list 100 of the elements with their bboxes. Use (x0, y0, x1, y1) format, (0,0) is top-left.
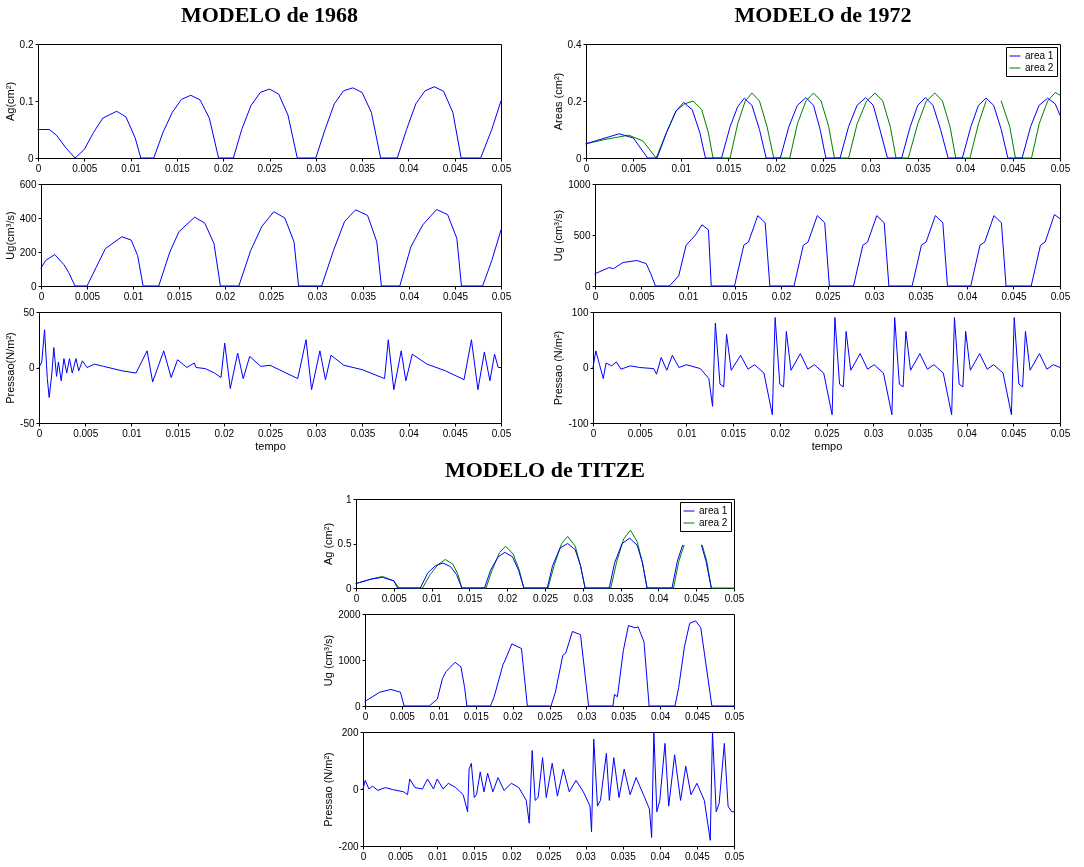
y-axis-title: Pressao(N/m²) (4, 332, 17, 404)
y-tick-label: 1000 (568, 178, 591, 190)
x-tick-label: 0.035 (611, 710, 637, 722)
x-tick-label: 0.045 (442, 162, 469, 174)
x-tick-label: 0.04 (650, 710, 671, 722)
x-tick-label: 0.04 (650, 850, 671, 862)
y-tick-label: 200 (19, 246, 37, 258)
x-tick-label: 0.035 (907, 427, 934, 439)
x-tick-label: 0.005 (72, 162, 98, 174)
x-tick-label: 0.035 (908, 290, 934, 302)
x-tick-label: 0.005 (389, 710, 416, 722)
x-tick-label: 0.035 (905, 162, 932, 174)
x-tick-label: 0.03 (576, 850, 597, 862)
x-tick-label: 0.025 (257, 427, 284, 439)
x-tick-label: 0.005 (74, 290, 101, 302)
y-tick-label: 0.2 (19, 38, 34, 50)
x-tick-label: 0.005 (627, 427, 654, 439)
x-axis-title: tempo (811, 439, 843, 452)
legend-label: area 1 (1025, 50, 1054, 61)
x-tick-label: 0.025 (815, 290, 841, 302)
x-tick-label: 0.01 (678, 290, 699, 302)
x-tick-label: 0.01 (422, 592, 443, 604)
legend-label: area 2 (699, 517, 728, 528)
y-axis-title: Ug (cm³/s) (322, 634, 335, 687)
x-tick-label: 0 (362, 710, 369, 722)
y-tick-label: 0 (352, 783, 359, 795)
y-tick-label: 0 (582, 362, 589, 373)
x-tick-label: 0.02 (497, 592, 518, 604)
x-tick-label: 0.01 (429, 710, 450, 722)
y-tick-label: 50 (23, 306, 35, 318)
x-tick-label: 0.045 (684, 592, 710, 604)
x-tick-label: 0.015 (722, 290, 748, 302)
x-tick-label: 0.035 (350, 290, 377, 302)
x-tick-label: 0.02 (770, 427, 791, 439)
y-tick-label: -50 (20, 417, 35, 429)
x-tick-label: 0.04 (957, 290, 978, 302)
y-tick-label: 0 (30, 280, 37, 292)
x-tick-label: 0.025 (258, 290, 285, 302)
x-tick-label: 0.02 (503, 710, 524, 722)
x-tick-label: 0.04 (649, 592, 670, 604)
x-tick-label: 0.02 (215, 290, 236, 302)
y-tick-label: 0.4 (567, 38, 582, 50)
x-tick-label: 0.025 (532, 592, 559, 604)
x-tick-label: 0.045 (1000, 162, 1027, 174)
x-tick-label: 0.045 (685, 710, 711, 722)
x-tick-label: 0.02 (214, 427, 235, 439)
x-tick-label: 0.04 (955, 162, 976, 174)
line-series (362, 731, 735, 841)
y-axis-title: Pressao (N/m²) (552, 330, 565, 406)
x-tick-label: 0.03 (861, 162, 882, 174)
chart-title: MODELO de 1968 (180, 2, 359, 27)
x-tick-label: 0.045 (442, 290, 469, 302)
line-series (364, 620, 735, 707)
x-tick-label: 0.045 (442, 427, 469, 439)
y-tick-label: 0 (28, 362, 35, 373)
x-tick-label: 0.04 (399, 290, 420, 302)
x-tick-label: 0.02 (766, 162, 787, 174)
line-series (38, 329, 502, 398)
y-tick-label: 400 (19, 212, 37, 224)
y-tick-label: 500 (573, 229, 591, 241)
x-tick-label: 0.01 (427, 850, 448, 862)
y-tick-label: 200 (341, 726, 359, 738)
x-tick-label: 0.05 (1050, 162, 1071, 174)
line-series (592, 317, 1061, 416)
x-tick-label: 0.01 (122, 427, 143, 439)
x-tick-label: 0.035 (350, 427, 376, 439)
x-tick-label: 0.015 (463, 710, 490, 722)
x-tick-label: 0.05 (724, 592, 745, 604)
x-tick-label: 0.04 (399, 427, 420, 439)
y-tick-label: 0 (345, 582, 352, 594)
x-tick-label: 0.015 (164, 162, 191, 174)
x-tick-label: 0.045 (684, 850, 711, 862)
x-tick-label: 0.02 (771, 290, 792, 302)
x-tick-label: 0.01 (677, 427, 698, 439)
x-tick-label: 0.01 (671, 162, 692, 174)
y-tick-label: 100 (571, 306, 589, 318)
x-tick-label: 0.04 (399, 162, 420, 174)
y-tick-label: -200 (338, 840, 359, 852)
y-axis-title: Pressao (N/m²) (322, 752, 335, 827)
x-tick-label: 0.05 (724, 710, 745, 722)
x-tick-label: 0.045 (1001, 290, 1027, 302)
x-tick-label: 0.035 (350, 162, 376, 174)
x-tick-label: 0.05 (1050, 290, 1071, 302)
x-tick-label: 0.03 (307, 290, 328, 302)
x-tick-label: 0.015 (716, 162, 742, 174)
y-axis-title: Ug (cm³/s) (552, 209, 565, 262)
x-tick-label: 0.015 (457, 592, 483, 604)
x-tick-label: 0.03 (864, 290, 885, 302)
x-tick-label: 0.03 (573, 592, 594, 604)
x-tick-label: 0.015 (166, 290, 193, 302)
x-tick-label: 0.005 (629, 290, 655, 302)
line-series (40, 209, 502, 287)
y-axis-title: Ag (cm²) (321, 522, 334, 566)
x-tick-label: 0.015 (165, 427, 192, 439)
y-tick-label: 0 (584, 280, 591, 292)
x-tick-label: 0.025 (814, 427, 840, 439)
x-tick-label: 0.045 (1001, 427, 1027, 439)
chart-title: MODELO de 1972 (734, 2, 912, 27)
y-tick-label: 0 (354, 700, 361, 712)
y-tick-label: 2000 (338, 608, 361, 620)
